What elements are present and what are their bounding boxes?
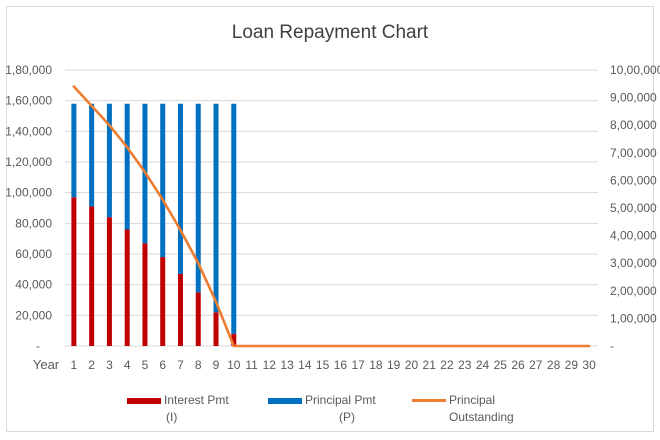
- chart-frame: [6, 6, 654, 432]
- y-right-tick-label: 5,00,000: [610, 201, 657, 215]
- x-tick-label: 30: [582, 358, 596, 372]
- x-tick-label: 14: [298, 358, 312, 372]
- bar-interest: [177, 273, 183, 346]
- y-left-tick-label: -: [36, 339, 40, 353]
- legend-item-interest: Interest Pmt (I): [127, 392, 229, 426]
- y-right-tick-label: 7,00,000: [610, 146, 657, 160]
- y-right-tick-label: 9,00,000: [610, 91, 657, 105]
- x-tick-label: 4: [124, 358, 131, 372]
- legend-item-principal: Principal Pmt (P): [268, 392, 376, 426]
- x-tick-label: 20: [405, 358, 419, 372]
- y-right-tick-label: 3,00,000: [610, 256, 657, 270]
- legend-label-principal: Principal Pmt (P): [305, 393, 376, 424]
- y-left-tick-label: 1,80,000: [5, 63, 52, 77]
- x-tick-label: 8: [195, 358, 202, 372]
- x-tick-label: 1: [71, 358, 78, 372]
- bar-interest: [142, 243, 148, 346]
- y-axis-left: - 20,000 40,000 60,000 80,000 1,00,000 1,20,00…: [5, 63, 52, 353]
- y-right-tick-label: 1,00,000: [610, 311, 657, 325]
- legend-swatch-principal: [268, 398, 302, 404]
- x-tick-label: 11: [245, 358, 258, 372]
- bar-principal: [89, 103, 95, 207]
- legend-label-outstanding: Principal Outstanding: [449, 393, 514, 424]
- x-tick-label: 16: [334, 358, 348, 372]
- chart-title: Loan Repayment Chart: [231, 22, 429, 43]
- x-tick-label: 12: [263, 358, 277, 372]
- legend-swatch-interest: [127, 398, 161, 404]
- bar-interest: [106, 217, 112, 346]
- y-right-tick-label: 2,00,000: [610, 284, 657, 298]
- x-tick-label: 3: [106, 358, 113, 372]
- x-tick-label: 18: [369, 358, 383, 372]
- legend-label-interest: Interest Pmt (I): [164, 393, 229, 424]
- y-left-tick-label: 20,000: [15, 308, 52, 322]
- x-tick-label: 10: [227, 358, 241, 372]
- bar-principal: [195, 103, 201, 293]
- legend-item-outstanding: Principal Outstanding: [412, 392, 514, 426]
- line-series: [72, 85, 591, 348]
- y-left-tick-label: 80,000: [15, 216, 52, 230]
- bar-series: [71, 103, 237, 346]
- bar-interest: [195, 292, 201, 346]
- bar-principal: [71, 103, 77, 198]
- bar-principal: [160, 103, 166, 258]
- y-axis-right: - 1,00,000 2,00,000 3,00,000 4,00,000 5,00,00…: [610, 63, 660, 353]
- x-tick-label: 9: [213, 358, 220, 372]
- x-tick-label: 17: [351, 358, 365, 372]
- x-tick-label: 2: [88, 358, 95, 372]
- bar-interest: [213, 312, 219, 346]
- bar-principal: [231, 103, 237, 334]
- x-tick-label: 24: [476, 358, 490, 372]
- x-tick-label: 29: [565, 358, 579, 372]
- bar-interest: [160, 257, 166, 346]
- y-left-tick-label: 40,000: [15, 278, 52, 292]
- bar-principal: [213, 103, 219, 313]
- y-left-tick-label: 1,40,000: [5, 124, 52, 138]
- y-right-tick-label: 8,00,000: [610, 118, 657, 132]
- bar-interest: [124, 229, 130, 346]
- x-tick-label: 7: [177, 358, 184, 372]
- y-left-tick-label: 60,000: [15, 247, 52, 261]
- line-outstanding: [72, 85, 591, 348]
- x-tick-label: 23: [458, 358, 472, 372]
- x-tick-label: 22: [440, 358, 454, 372]
- bar-principal: [124, 103, 130, 230]
- x-axis: Year 1 2 3 4 5 6 7 8 9 10 11 12 13 14 15 16 17 18 19 20 21 22…: [33, 357, 596, 372]
- bar-interest: [89, 206, 95, 346]
- y-left-tick-label: 1,60,000: [5, 94, 52, 108]
- y-right-tick-label: 4,00,000: [610, 229, 657, 243]
- bar-principal: [177, 103, 183, 274]
- x-tick-label: 28: [547, 358, 561, 372]
- x-tick-label: 21: [423, 358, 437, 372]
- bar-principal: [106, 103, 112, 218]
- y-right-tick-label: -: [610, 339, 614, 353]
- x-tick-label: 6: [159, 358, 166, 372]
- x-tick-label: 15: [316, 358, 330, 372]
- bar-interest: [231, 333, 237, 346]
- y-right-tick-label: 10,00,000: [610, 63, 660, 77]
- x-tick-label: 26: [511, 358, 525, 372]
- bar-interest: [71, 197, 77, 346]
- y-left-tick-label: 1,20,000: [5, 155, 52, 169]
- x-axis-label: Year: [33, 357, 60, 372]
- y-right-tick-label: 6,00,000: [610, 173, 657, 187]
- x-tick-label: 13: [280, 358, 294, 372]
- x-tick-label: 5: [142, 358, 149, 372]
- y-left-tick-label: 1,00,000: [5, 186, 52, 200]
- x-tick-label: 19: [387, 358, 401, 372]
- x-tick-label: 27: [529, 358, 543, 372]
- legend-swatch-outstanding: [412, 399, 446, 402]
- x-tick-label: 25: [494, 358, 508, 372]
